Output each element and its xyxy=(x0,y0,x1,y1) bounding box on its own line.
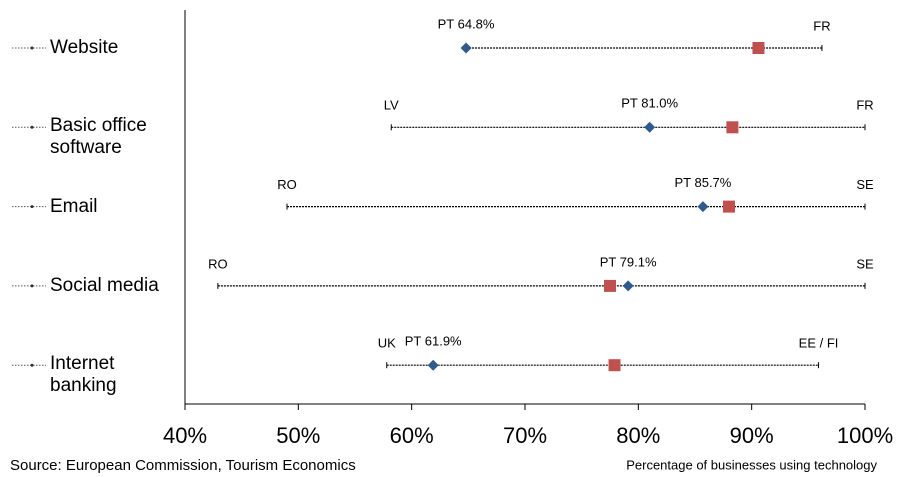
pt-marker xyxy=(622,280,634,292)
category-label: Email xyxy=(50,195,98,217)
max-label: SE xyxy=(856,177,874,192)
row-icon-dot xyxy=(30,125,34,129)
x-tick-label: 40% xyxy=(163,423,207,448)
max-label: FR xyxy=(856,98,873,113)
x-tick-label: 100% xyxy=(837,423,893,448)
min-label: RO xyxy=(277,177,297,192)
average-marker xyxy=(604,279,616,292)
pt-label: PT 79.1% xyxy=(600,254,657,269)
pt-marker xyxy=(697,201,709,213)
min-label: RO xyxy=(208,256,228,271)
x-tick-label: 90% xyxy=(730,423,774,448)
source: Source: European Commission, Tourism Eco… xyxy=(10,457,356,474)
pt-marker xyxy=(427,359,439,371)
x-tick-label: 70% xyxy=(503,423,547,448)
pt-marker xyxy=(460,42,472,54)
category-label: Internet banking xyxy=(50,353,117,397)
average-marker xyxy=(752,42,765,54)
max-label: FR xyxy=(813,18,830,33)
x-tick-label: 60% xyxy=(390,423,434,448)
category-label: Website xyxy=(50,37,119,58)
min-label: LV xyxy=(384,98,399,113)
x-axis-label: Percentage of businesses using technolog… xyxy=(626,457,877,472)
pt-label: PT 85.7% xyxy=(675,175,732,190)
category-label: Social media xyxy=(50,274,159,296)
pt-label: PT 61.9% xyxy=(405,334,462,349)
average-marker xyxy=(726,121,739,134)
pt-marker xyxy=(644,121,656,133)
average-marker xyxy=(723,200,735,213)
max-label: EE / FI xyxy=(799,336,839,351)
pt-label: PT 81.0% xyxy=(621,96,678,111)
x-tick-label: 50% xyxy=(276,423,320,448)
min-label: UK xyxy=(378,336,396,351)
row-icon-dot xyxy=(30,363,34,367)
x-tick-label: 80% xyxy=(616,423,660,448)
max-label: SE xyxy=(856,256,874,271)
average-marker xyxy=(608,359,621,372)
row-icon-dot xyxy=(30,205,34,209)
row-icon-dot xyxy=(30,46,34,50)
pt-label: PT 64.8% xyxy=(438,16,495,31)
category-label: Basic office software xyxy=(50,115,147,159)
row-icon-dot xyxy=(30,284,34,288)
